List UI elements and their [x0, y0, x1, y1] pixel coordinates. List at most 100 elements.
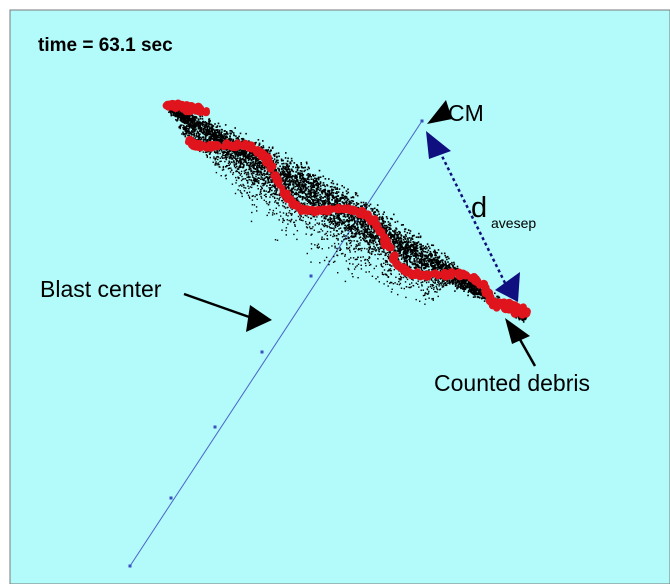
debris-particle — [197, 132, 200, 135]
debris-particle — [258, 143, 261, 146]
debris-particle — [300, 189, 303, 191]
debris-particle — [449, 263, 451, 265]
debris-particle — [435, 256, 437, 259]
debris-particle — [388, 228, 390, 231]
debris-particle — [336, 202, 339, 205]
debris-particle — [399, 238, 402, 240]
debris-particle — [468, 288, 471, 291]
debris-particle — [300, 191, 302, 193]
debris-particle — [300, 186, 302, 189]
debris-particle — [343, 198, 346, 201]
debris-particle — [173, 113, 176, 115]
debris-particle — [323, 190, 326, 192]
debris-particle — [324, 201, 326, 203]
debris-particle — [301, 170, 303, 172]
debris-particle — [202, 120, 205, 123]
debris-particle — [186, 122, 188, 124]
debris-particle — [257, 164, 259, 167]
debris-particle — [440, 265, 443, 267]
debris-particle — [312, 186, 314, 189]
debris-particle — [350, 218, 353, 220]
debris-particle — [221, 131, 223, 133]
debris-particle — [205, 125, 208, 127]
debris-particle — [275, 163, 278, 165]
debris-particle — [312, 185, 314, 188]
debris-particle — [332, 182, 335, 185]
debris-particle — [281, 168, 283, 171]
debris-particle — [396, 237, 398, 239]
debris-particle — [377, 247, 379, 249]
debris-particle — [376, 214, 378, 217]
debris-particle — [396, 234, 398, 237]
debris-particle — [406, 263, 408, 266]
debris-particle — [402, 238, 405, 241]
debris-particle — [419, 246, 421, 248]
debris-particle — [328, 193, 330, 195]
debris-particle — [372, 231, 374, 234]
debris-particle — [327, 200, 330, 202]
debris-particle — [393, 237, 395, 239]
debris-particle — [449, 281, 452, 284]
debris-particle — [297, 188, 299, 190]
debris-particle — [480, 290, 482, 293]
debris-particle — [464, 284, 466, 286]
debris-particle — [210, 126, 212, 128]
debris-particle — [380, 217, 383, 219]
debris-particle — [282, 177, 284, 179]
debris-particle — [407, 248, 409, 251]
debris-particle — [400, 249, 403, 251]
debris-particle — [227, 150, 229, 153]
debris-particle — [196, 120, 198, 123]
debris-particle — [457, 287, 459, 289]
debris-particle — [355, 202, 358, 204]
debris-particle — [275, 161, 277, 163]
debris-particle — [211, 127, 213, 130]
debris-particle — [467, 283, 470, 286]
debris-particle — [262, 145, 265, 147]
debris-particle — [358, 231, 360, 234]
debris-particle — [238, 161, 240, 164]
debris-particle — [396, 231, 398, 234]
debris-particle — [318, 198, 320, 201]
debris-particle — [408, 249, 410, 251]
debris-particle — [428, 269, 430, 271]
debris-particle — [243, 172, 246, 175]
debris-particle — [296, 179, 299, 181]
debris-particle — [402, 224, 404, 226]
debris-particle — [205, 133, 207, 136]
debris-particle — [411, 235, 414, 237]
debris-particle — [374, 238, 376, 240]
debris-particle — [449, 282, 451, 285]
debris-particle — [371, 233, 373, 236]
debris-particle — [406, 244, 408, 246]
debris-particle — [306, 162, 308, 165]
debris-particle — [355, 232, 357, 234]
debris-particle — [403, 235, 405, 238]
debris-particle — [350, 196, 353, 199]
debris-particle — [170, 114, 173, 117]
debris-particle — [304, 197, 307, 199]
debris-particle — [194, 119, 197, 121]
debris-particle — [384, 230, 387, 232]
debris-particle — [404, 237, 406, 239]
debris-particle — [307, 191, 310, 193]
debris-particle — [221, 156, 223, 158]
debris-particle — [372, 236, 374, 238]
debris-particle — [298, 166, 300, 169]
debris-particle — [193, 125, 196, 127]
debris-particle — [442, 263, 445, 265]
debris-particle — [410, 250, 413, 252]
debris-particle — [296, 189, 298, 191]
debris-particle — [233, 156, 235, 158]
debris-particle — [305, 186, 307, 188]
debris-particle — [347, 227, 350, 229]
debris-particle — [176, 119, 179, 121]
debris-particle — [336, 223, 339, 225]
debris-particle — [217, 151, 219, 153]
debris-particle — [326, 194, 328, 197]
debris-particle — [353, 233, 356, 235]
debris-particle — [230, 139, 232, 141]
debris-particle — [307, 182, 310, 185]
debris-particle — [408, 259, 411, 261]
debris-particle — [242, 155, 245, 158]
